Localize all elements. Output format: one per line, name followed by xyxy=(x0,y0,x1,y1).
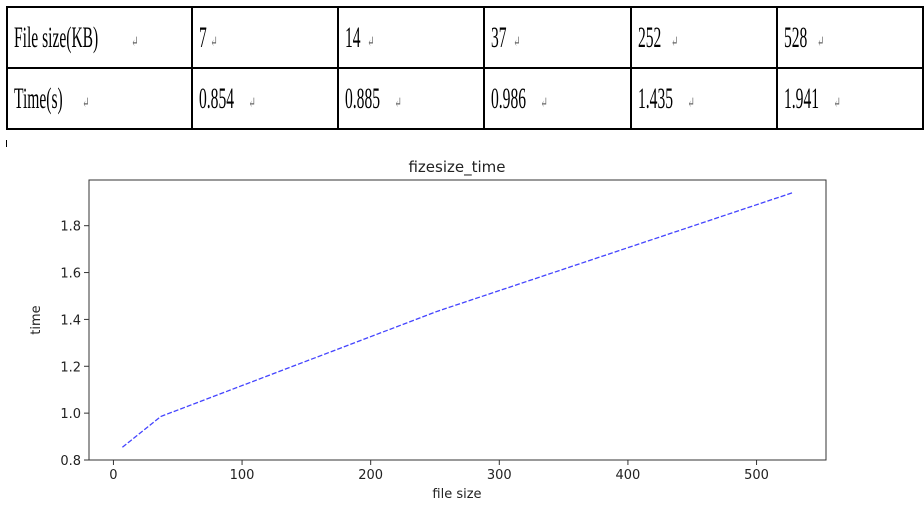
file-size-cell: 252 ↵ xyxy=(629,6,778,69)
time-cell: 0.986 ↵ xyxy=(483,67,632,130)
data-table: File size(KB) ↵ 7 ↵ 14 ↵ 37 ↵ 252 ↵ 528 ↵ Time… xyxy=(6,6,924,130)
file-size-cell: 37 ↵ xyxy=(483,6,632,69)
x-tick-label: 400 xyxy=(616,468,641,483)
plot-frame xyxy=(88,179,827,461)
y-tick-label: 1.4 xyxy=(60,313,81,328)
x-tick-label: 200 xyxy=(358,468,383,483)
x-tick-label: 0 xyxy=(109,468,117,483)
series-line xyxy=(121,192,793,448)
y-tick-label: 1.8 xyxy=(60,220,81,235)
chart-title: fizesize_time xyxy=(408,158,505,177)
decorative-tick xyxy=(6,140,7,147)
table-row-time: Time(s) ↵ 0.854 ↵ 0.885 ↵ 0.986 ↵ 1.435 ↵ 1.9… xyxy=(6,67,924,130)
x-tick-label: 100 xyxy=(230,468,255,483)
time-cell: 0.854 ↵ xyxy=(190,67,340,130)
y-tick-label: 1.2 xyxy=(60,360,81,375)
time-cell: 0.885 ↵ xyxy=(337,67,486,130)
file-size-header-cell: File size(KB) ↵ xyxy=(6,6,193,69)
y-tick-label: 1.6 xyxy=(60,267,81,282)
x-tick-label: 500 xyxy=(744,468,769,483)
y-tick-label: 1.0 xyxy=(60,407,81,422)
table-row-file-size: File size(KB) ↵ 7 ↵ 14 ↵ 37 ↵ 252 ↵ 528 ↵ xyxy=(6,6,924,69)
file-size-cell: 7 ↵ xyxy=(190,6,340,69)
file-size-cell: 14 ↵ xyxy=(337,6,486,69)
file-size-cell: 528 ↵ xyxy=(775,6,924,69)
time-cell: 1.435 ↵ xyxy=(629,67,778,130)
y-tick-label: 0.8 xyxy=(60,454,81,469)
time-cell: 1.941 ↵ xyxy=(775,67,924,130)
line-chart: fizesize_time 0 100 200 300 400 500 0.8 1.0 1.2… xyxy=(29,158,827,502)
x-tick-label: 300 xyxy=(487,468,512,483)
y-axis-label: time xyxy=(29,305,44,334)
x-axis-label: file size xyxy=(432,487,481,502)
time-header-cell: Time(s) ↵ xyxy=(6,67,193,130)
